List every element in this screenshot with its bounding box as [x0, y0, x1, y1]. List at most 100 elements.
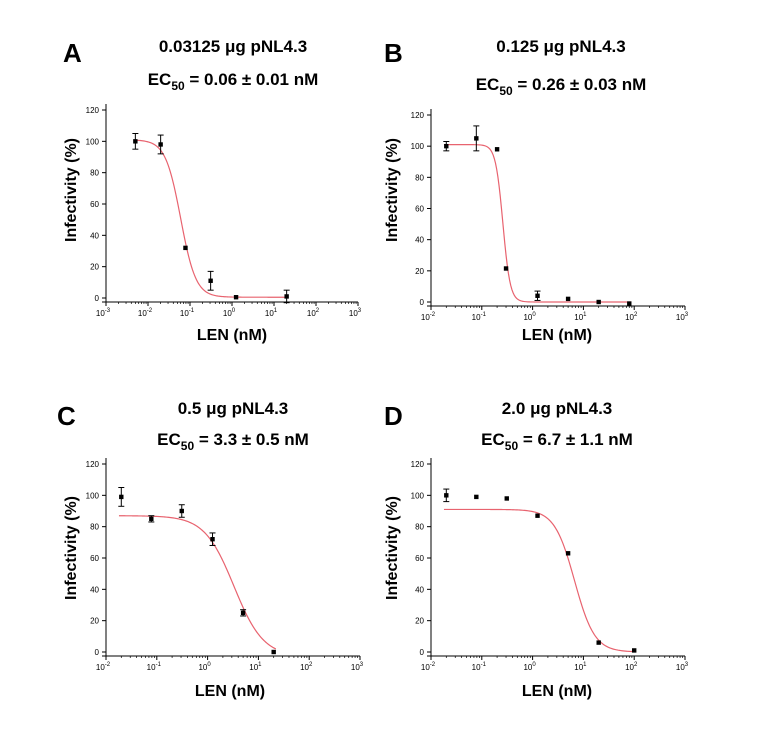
panel-b-plot: 0 20 40 60 80 100 120 10-2 10-1 100 101 102 103	[411, 109, 689, 322]
panel-c-ytick-label: 100	[86, 491, 100, 500]
panel-d-ytick-label: 120	[411, 460, 425, 469]
panel-b-letter: B	[384, 38, 403, 68]
panel-c-data-point	[119, 494, 124, 500]
panel-c-data-point	[271, 649, 276, 655]
panel-c-xlabel: LEN (nM)	[195, 683, 265, 700]
panel-c-xtick-label: 10-1	[147, 662, 162, 672]
panel-d-xtick-label: 101	[574, 662, 587, 672]
panel-d-ytick-label: 100	[411, 491, 425, 500]
panel-d-plot: 0 20 40 60 80 100 120 10-2 10-1 100 101 102 103	[411, 458, 689, 672]
panel-a-data-point	[208, 278, 213, 283]
panel-b-ytick-label: 80	[415, 173, 424, 182]
panel-a-ec50-value: = 0.06 ± 0.01 nM	[185, 70, 319, 89]
panel-b-xtick-label: 100	[523, 312, 536, 322]
panel-a-ytick-label: 100	[86, 137, 100, 146]
panel-b-fit-curve	[443, 144, 632, 303]
panel-d-xtick-label: 103	[676, 662, 689, 672]
panel-c-plot: 0 20 40 60 80 100 120 10-2 10-1 100 101 102 103	[86, 458, 364, 672]
panel-d-data-point	[504, 496, 509, 501]
panel-a-title: 0.03125 μg pNL4.3	[159, 37, 307, 56]
panel-d-xtick-label: 100	[523, 662, 536, 672]
panel-b-ytick-label: 60	[415, 205, 424, 214]
panel-d-ytick-label: 40	[415, 585, 424, 594]
panel-b-ytick-label: 0	[420, 298, 425, 307]
panel-d-ytick-label: 80	[415, 523, 424, 532]
panel-c-data-point	[240, 610, 246, 616]
panel-c: C 0.5 μg pNL4.3 EC50 = 3.3 ± 0.5 nM Infe…	[57, 399, 364, 700]
panel-b-ytick-label: 100	[411, 142, 425, 151]
panel-b-ylabel: Infectivity (%)	[384, 138, 401, 242]
panel-d-data-point	[535, 513, 540, 518]
panel-a-plot: 0 20 40 60 80 100 120 10-3 10-2 10-1 100 101 102 103	[86, 104, 362, 318]
panel-b-ec50-value: = 0.26 ± 0.03 nM	[513, 75, 647, 94]
panel-a-xtick-label: 100	[223, 308, 236, 318]
panel-b-title: 0.125 μg pNL4.3	[496, 37, 625, 56]
panel-b-data-point	[494, 147, 500, 152]
panel-c-xtick-label: 102	[300, 662, 313, 672]
panel-b-xtick-label: 10-1	[472, 312, 487, 322]
panel-a-ytick-label: 60	[90, 200, 99, 209]
panel-d-data-point	[632, 648, 637, 653]
panel-d-fit-curve	[443, 508, 637, 653]
panel-a-xtick-label: 102	[307, 308, 320, 318]
panel-d-xtick-label: 10-1	[472, 662, 487, 672]
panel-b-ytick-label: 40	[415, 236, 424, 245]
panel-c-data-point	[210, 537, 215, 542]
panel-c-ytick-label: 20	[90, 617, 99, 626]
panel-b-xtick-label: 101	[574, 312, 587, 322]
panel-c-ytick-label: 120	[86, 460, 100, 469]
panel-c-data-point	[149, 516, 154, 522]
panel-a-fit-curve	[133, 139, 289, 298]
panel-d-letter: D	[384, 401, 403, 431]
panel-d-ytick-label: 20	[415, 617, 424, 626]
panel-d-data-point	[565, 551, 571, 556]
panel-c-ytick-label: 60	[90, 554, 99, 563]
panel-b-ec50: EC50 = 0.26 ± 0.03 nM	[476, 75, 647, 98]
panel-d-ylabel: Infectivity (%)	[384, 496, 401, 600]
panel-c-ec50-sub: 50	[181, 439, 195, 453]
panel-c-ytick-label: 80	[90, 523, 99, 532]
panel-c-xtick-label: 101	[249, 662, 262, 672]
panel-a-ec50: EC50 = 0.06 ± 0.01 nM	[148, 70, 319, 93]
panel-d-xlabel: LEN (nM)	[522, 683, 592, 700]
panel-a-data-point	[133, 139, 138, 144]
panel-d-ec50-prefix: EC	[481, 430, 505, 449]
panel-a-ytick-label: 80	[90, 169, 99, 178]
panel-d-xtick-label: 10-2	[421, 662, 436, 672]
panel-d-xtick-label: 102	[625, 662, 638, 672]
panel-b-ytick-label: 20	[415, 267, 424, 276]
panel-a-data-point	[183, 245, 188, 251]
panel-b-data-point	[565, 296, 571, 302]
panel-c-fit-curve	[118, 515, 277, 650]
panel-d-ec50-sub: 50	[505, 439, 519, 453]
panel-a-xtick-label: 10-3	[96, 308, 111, 318]
panel-c-title: 0.5 μg pNL4.3	[178, 399, 289, 418]
panel-b-data-point	[627, 301, 632, 306]
panel-c-ytick-label: 0	[95, 648, 100, 657]
panel-c-ec50-value: = 3.3 ± 0.5 nM	[194, 430, 309, 449]
panel-c-xtick-label: 103	[351, 662, 364, 672]
panel-a-ytick-label: 0	[95, 294, 100, 303]
panel-c-xtick-label: 10-2	[96, 662, 111, 672]
panel-c-data-point	[179, 508, 184, 514]
panel-b-xtick-label: 103	[676, 312, 689, 322]
panel-a-letter: A	[63, 38, 82, 68]
panel-b-data-point	[474, 136, 479, 141]
panel-a-ytick-label: 120	[86, 106, 100, 115]
panel-a-data-point	[233, 295, 239, 300]
panel-c-ec50: EC50 = 3.3 ± 0.5 nM	[157, 430, 309, 453]
panel-a-xtick-label: 10-2	[138, 308, 153, 318]
panel-b-data-point	[444, 143, 449, 149]
panel-b-xtick-label: 10-2	[421, 312, 436, 322]
panel-a-xtick-label: 10-1	[180, 308, 195, 318]
panel-c-xtick-label: 100	[198, 662, 211, 672]
panel-a-data-point	[158, 142, 163, 147]
panel-d-ytick-label: 0	[420, 648, 425, 657]
panel-d-ec50: EC50 = 6.7 ± 1.1 nM	[481, 430, 633, 453]
panel-b-ytick-label: 120	[411, 111, 425, 120]
panel-a-ec50-sub: 50	[171, 79, 185, 93]
panel-b-xlabel: LEN (nM)	[522, 327, 592, 344]
panel-d-ec50-value: = 6.7 ± 1.1 nM	[518, 430, 633, 449]
panel-c-ec50-prefix: EC	[157, 430, 181, 449]
